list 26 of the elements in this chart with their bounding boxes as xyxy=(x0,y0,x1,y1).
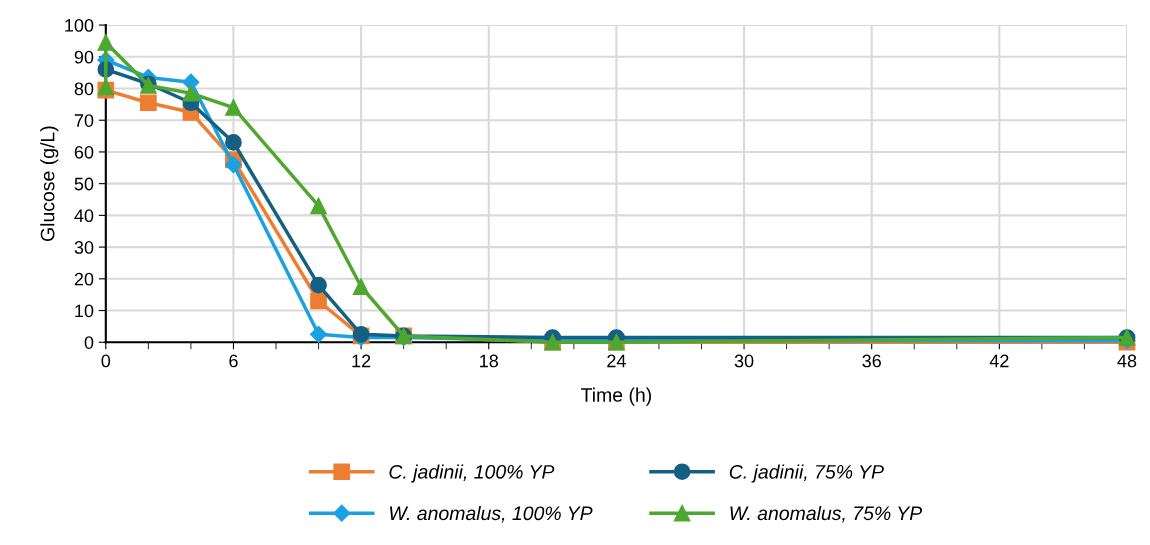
x-tick-label: 12 xyxy=(352,354,371,368)
x-tick-label: 24 xyxy=(607,354,626,368)
x-tick-label: 0 xyxy=(101,354,111,368)
legend-label: C. jadinii, 75% YP xyxy=(729,464,884,483)
x-axis-title: Time (h) xyxy=(581,387,652,406)
x-tick-label: 6 xyxy=(229,354,238,368)
y-tick-label: 90 xyxy=(74,50,94,64)
x-tick-label: 42 xyxy=(989,354,1009,368)
x-tick-label: 48 xyxy=(1117,354,1137,368)
x-tick-label: 18 xyxy=(480,354,499,368)
y-tick-label: 80 xyxy=(74,82,94,96)
legend-label: W. anomalus, 75% YP xyxy=(730,505,923,523)
y-tick-label: 50 xyxy=(74,177,94,191)
legend-label: W. anomalus, 100% YP xyxy=(390,505,593,523)
y-tick-label: 30 xyxy=(74,241,94,254)
x-tick-label: 30 xyxy=(734,354,754,368)
y-axis-title: Glucose (g/L) xyxy=(40,126,59,242)
y-tick-label: 100 xyxy=(65,19,94,32)
y-tick-label: 70 xyxy=(74,114,94,127)
y-tick-label: 40 xyxy=(74,209,94,223)
y-tick-label: 10 xyxy=(75,304,94,318)
y-tick-label: 0 xyxy=(84,336,94,349)
legend-label: C. jadinii, 100% YP xyxy=(389,464,555,483)
y-tick-label: 20 xyxy=(74,272,94,286)
y-tick-label: 60 xyxy=(74,145,94,159)
x-tick-label: 36 xyxy=(862,354,881,368)
